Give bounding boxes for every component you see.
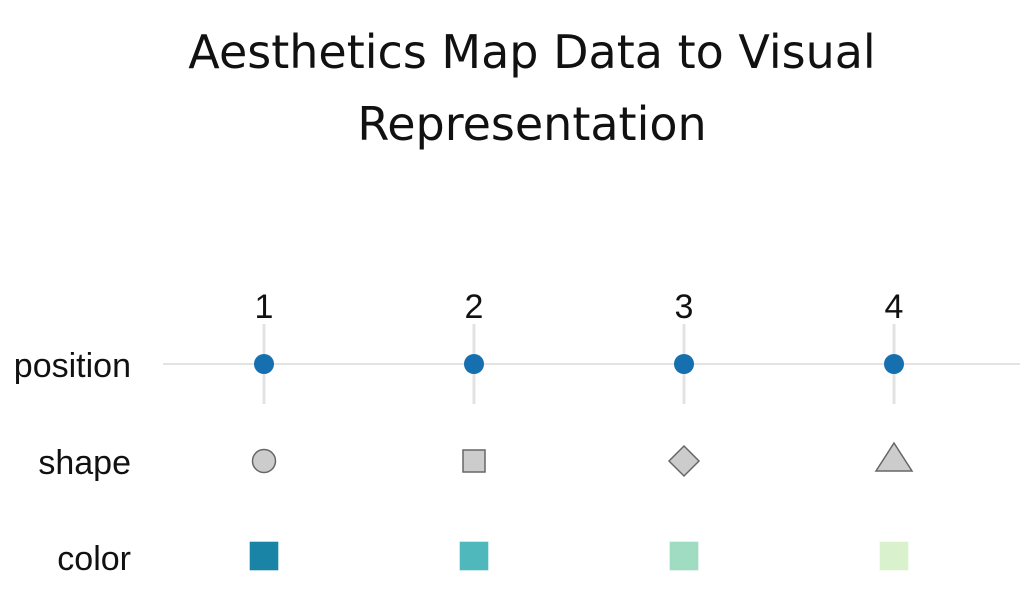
title-line-2: Representation — [357, 97, 706, 151]
color-swatch-2 — [459, 541, 489, 571]
row-label-color: color — [57, 540, 131, 578]
triangle-shape — [874, 441, 914, 472]
circle-shape — [251, 448, 277, 474]
row-label-shape: shape — [38, 444, 131, 482]
color-swatch-3 — [669, 541, 699, 571]
tick-label-2: 2 — [465, 288, 484, 326]
tick-label-4: 4 — [885, 288, 904, 326]
shape-marks — [251, 441, 914, 478]
diamond-shape — [667, 444, 701, 478]
color-swatch-4 — [879, 541, 909, 571]
color-swatch-1 — [249, 541, 279, 571]
title-line-1: Aesthetics Map Data to Visual — [188, 25, 875, 79]
position-point-2 — [464, 354, 484, 374]
tick-label-3: 3 — [675, 288, 694, 326]
position-point-3 — [674, 354, 694, 374]
color-swatches — [249, 541, 909, 571]
position-points — [254, 354, 904, 374]
row-label-position: position — [14, 347, 131, 385]
tick-label-1: 1 — [255, 288, 274, 326]
square-shape — [462, 449, 486, 473]
position-point-1 — [254, 354, 274, 374]
position-point-4 — [884, 354, 904, 374]
